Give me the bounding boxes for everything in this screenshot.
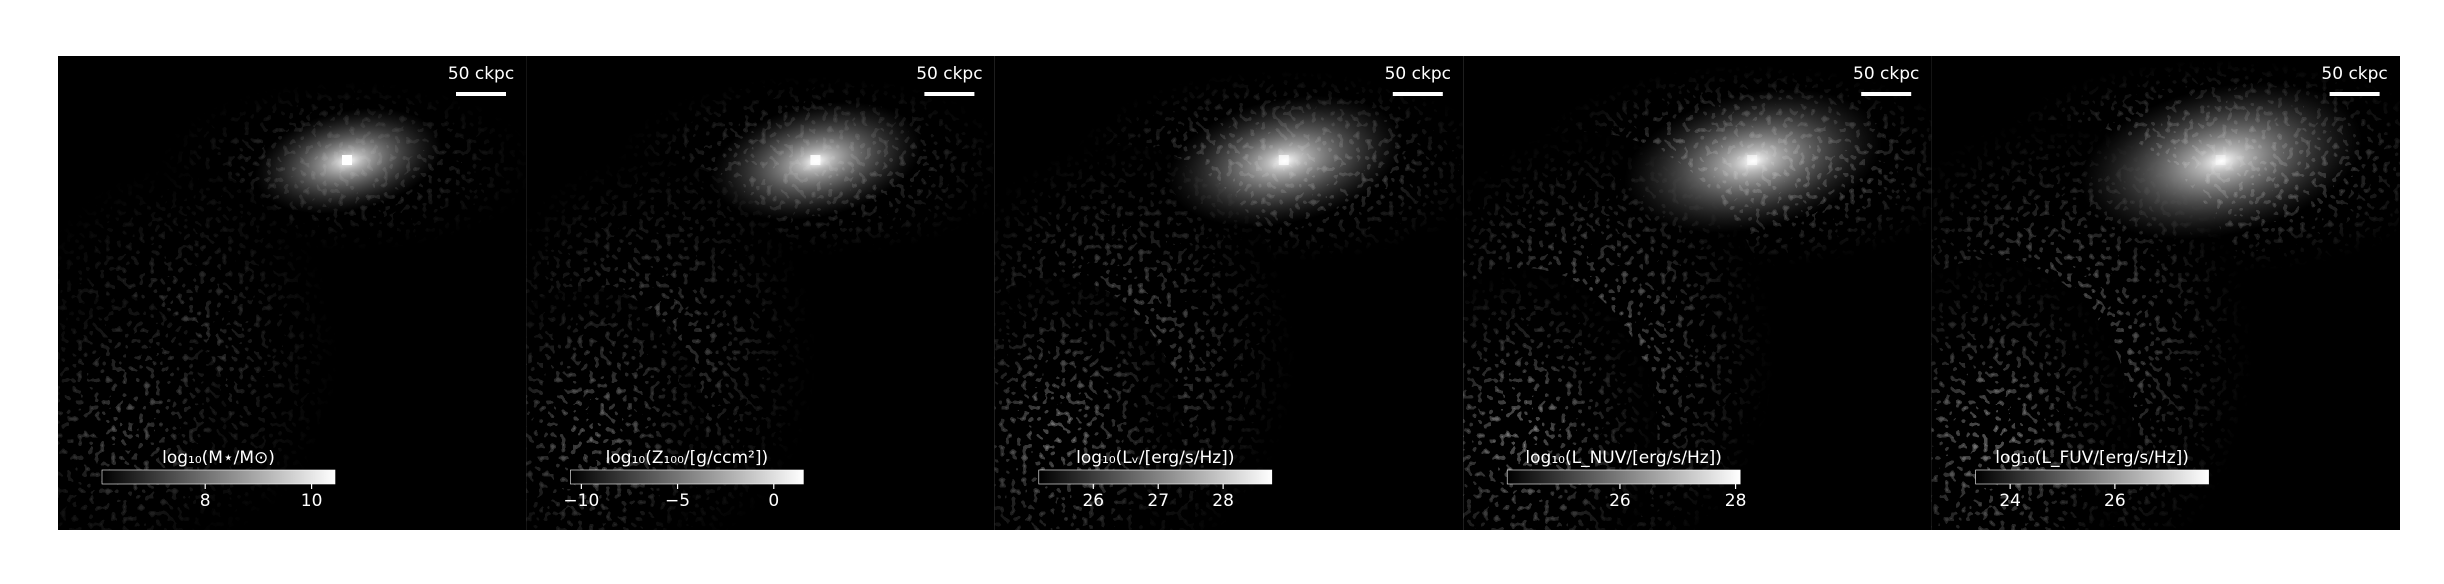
colorbar-label: log₁₀(L_NUV/[erg/s/Hz]) — [1525, 448, 1722, 468]
colorbar — [1975, 469, 2209, 485]
colorbar-tick-label: −10 — [563, 491, 599, 511]
colorbar-label: log₁₀(M⋆/M⊙) — [162, 448, 275, 468]
panel: 50 ckpc log₁₀(M⋆/M⊙) 8 10 — [58, 56, 527, 530]
scale-bar-label: 50 ckpc — [448, 64, 514, 84]
colorbar-tick-label: 26 — [1609, 491, 1631, 511]
colorbar-tick-label: 24 — [1999, 491, 2021, 511]
colorbar-tick-label: 27 — [1147, 491, 1169, 511]
colorbar-tick-label: 26 — [1082, 491, 1104, 511]
scale-bar-label: 50 ckpc — [1385, 64, 1451, 84]
colorbar-label: log₁₀(Z₁₀₀/[g/ccm²]) — [606, 448, 768, 468]
scale-bar-label: 50 ckpc — [916, 64, 982, 84]
colorbar — [570, 469, 804, 485]
galaxy-center — [810, 155, 821, 165]
colorbar-tick-label: 28 — [1212, 491, 1234, 511]
panel: 50 ckpc log₁₀(Lᵥ/[erg/s/Hz]) 26 27 28 — [994, 56, 1464, 530]
colorbar-tick-label: 28 — [1725, 491, 1747, 511]
galaxy-center — [1278, 155, 1289, 165]
colorbar — [1038, 469, 1273, 485]
colorbar-tick-label: 0 — [768, 491, 779, 511]
colorbar-label: log₁₀(L_FUV/[erg/s/Hz]) — [1995, 448, 2189, 468]
panel: 50 ckpc log₁₀(L_NUV/[erg/s/Hz]) 26 28 — [1463, 56, 1932, 530]
colorbar-tick-label: −5 — [665, 491, 690, 511]
image-pixels — [58, 56, 527, 530]
galaxy-core — [2080, 82, 2363, 240]
colorbar-tick-label: 26 — [2104, 491, 2126, 511]
colorbar-label: log₁₀(Lᵥ/[erg/s/Hz]) — [1076, 448, 1234, 468]
scale-bar-label: 50 ckpc — [1853, 64, 1919, 84]
colorbar-tick-label: 10 — [301, 491, 323, 511]
panel: 50 ckpc log₁₀(L_FUV/[erg/s/Hz]) 24 26 — [1931, 56, 2400, 530]
colorbar — [1506, 469, 1741, 485]
scale-bar-label: 50 ckpc — [2321, 64, 2387, 84]
galaxy-center — [342, 155, 352, 165]
colorbar — [101, 469, 336, 485]
colorbar-tick-label: 8 — [200, 491, 211, 511]
panel: 50 ckpc log₁₀(Z₁₀₀/[g/ccm²]) −10 −5 0 — [526, 56, 995, 530]
galaxy-center — [2215, 155, 2226, 165]
galaxy-center — [1747, 155, 1758, 165]
